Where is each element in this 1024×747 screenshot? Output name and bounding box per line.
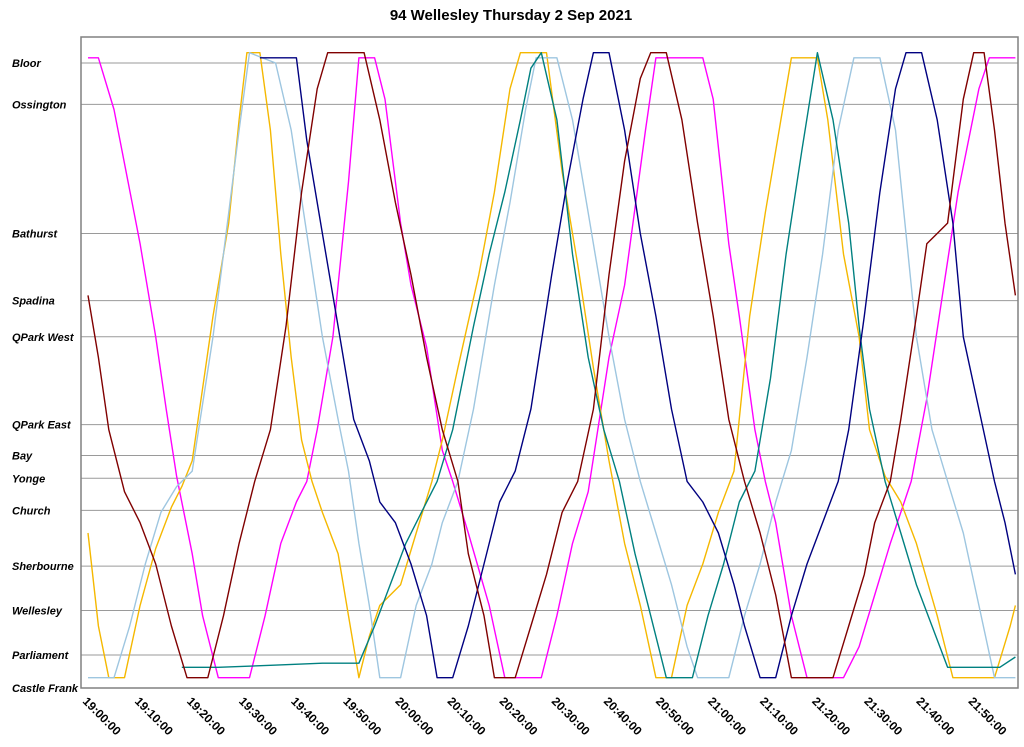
vehicle-trace-line <box>259 52 1017 679</box>
chart-title: 94 Wellesley Thursday 2 Sep 2021 <box>390 7 632 24</box>
stop-label: Bay <box>12 451 33 463</box>
gridlines <box>81 62 1018 689</box>
x-tick-label: 19:30:00 <box>236 694 280 738</box>
stop-label: Wellesley <box>12 606 63 618</box>
stop-labels: Bloor Ossington Bathurst Spadina QPark West Q… <box>12 58 79 695</box>
stop-label: Ossington <box>12 99 67 111</box>
stop-label: QPark East <box>12 420 72 432</box>
x-tick-label: 20:20:00 <box>497 694 541 738</box>
x-tick-label: 21:40:00 <box>913 694 957 738</box>
x-tick-label: 20:50:00 <box>653 694 697 738</box>
x-tick-label: 20:00:00 <box>392 694 436 738</box>
x-tick-label: 20:30:00 <box>549 694 593 738</box>
stop-label: Spadina <box>12 296 55 308</box>
x-tick-label: 21:20:00 <box>809 694 853 738</box>
stop-label: Bathurst <box>12 228 59 240</box>
x-tick-label: 19:50:00 <box>340 694 384 738</box>
series-lines <box>87 52 1017 679</box>
vehicle-trace-line <box>88 52 1016 679</box>
x-tick-label: 19:20:00 <box>184 694 228 738</box>
vehicle-trace-line <box>88 57 1016 679</box>
stop-label: Parliament <box>12 650 70 662</box>
x-tick-label: 19:10:00 <box>132 694 176 738</box>
time-tick-labels: 19:00:00 19:10:00 19:20:00 19:30:00 19:40:00… <box>80 694 1010 738</box>
stop-label: Church <box>12 505 51 517</box>
x-tick-label: 20:40:00 <box>601 694 645 738</box>
stop-label: Bloor <box>12 58 41 70</box>
x-tick-label: 21:30:00 <box>861 694 905 738</box>
vehicle-trace-line <box>87 52 1017 679</box>
stop-label: Sherbourne <box>12 561 74 573</box>
x-tick-label: 19:40:00 <box>288 694 332 738</box>
stop-label: Castle Frank <box>12 683 79 695</box>
stop-label: Yonge <box>12 473 45 485</box>
vehicle-trace-line <box>87 52 1017 679</box>
x-tick-label: 21:10:00 <box>757 694 801 738</box>
x-tick-label: 20:10:00 <box>445 694 489 738</box>
vehicle-trace-line <box>181 52 1016 679</box>
x-tick-label: 19:00:00 <box>80 694 124 738</box>
stop-label: QPark West <box>12 332 75 344</box>
x-tick-label: 21:50:00 <box>966 694 1010 738</box>
plot-frame <box>80 36 1019 689</box>
x-tick-label: 21:00:00 <box>705 694 749 738</box>
